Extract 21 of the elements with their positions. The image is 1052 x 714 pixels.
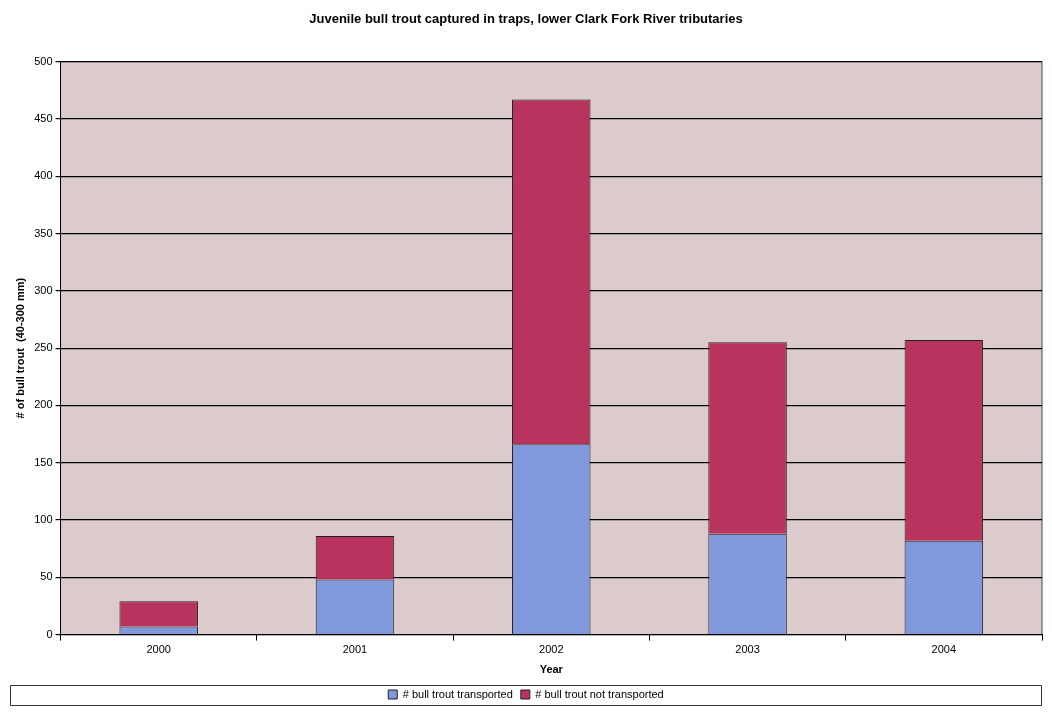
y-tick-label: 50 — [40, 570, 53, 583]
x-tick-label: 2001 — [342, 643, 368, 656]
y-tick-label: 250 — [34, 341, 53, 354]
y-tick-label: 350 — [34, 226, 53, 239]
x-tick-label: 2004 — [931, 643, 957, 656]
x-axis-title: Year — [539, 663, 564, 676]
x-tick-label: 2003 — [735, 643, 760, 656]
legend-label: # bull trout not transported — [535, 687, 664, 700]
y-tick-label: 500 — [34, 54, 53, 67]
x-tick-label: 2000 — [146, 643, 171, 656]
y-tick-label: 300 — [34, 283, 53, 296]
y-tick-label: 200 — [34, 398, 53, 411]
y-tick-label: 450 — [34, 111, 53, 124]
y-tick-label: 0 — [46, 627, 53, 640]
x-tick-label: 2002 — [539, 643, 564, 656]
y-tick-label: 100 — [34, 513, 53, 526]
y-tick-label: 400 — [34, 169, 53, 182]
chart-title: Juvenile bull trout captured in traps, lower Clark Fork River tributaries — [309, 11, 743, 27]
y-axis-title: # of bull trout (40-300 mm) — [13, 277, 26, 419]
y-tick-label: 150 — [34, 455, 53, 468]
legend-label: # bull trout transported — [402, 687, 513, 700]
